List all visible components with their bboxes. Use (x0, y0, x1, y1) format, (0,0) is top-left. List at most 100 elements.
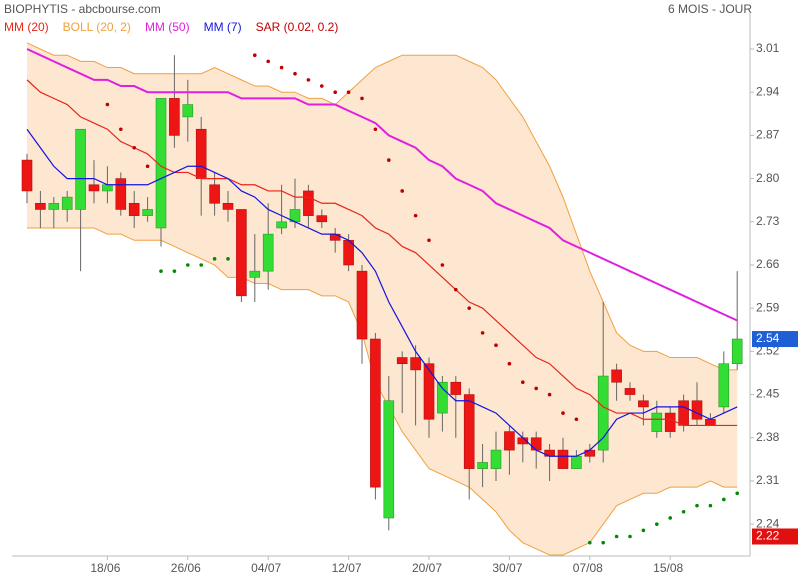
sar-dot (186, 263, 190, 267)
sar-dot (333, 90, 338, 95)
sar-dot (454, 287, 458, 292)
sar-dot (253, 53, 257, 57)
sar-dot (735, 491, 739, 496)
candle-body (262, 233, 274, 272)
sar-dot (279, 65, 284, 70)
sar-dot (628, 534, 632, 539)
candle-body (222, 202, 234, 210)
sar-dot (293, 71, 297, 76)
candle-body (155, 98, 167, 229)
sar-dot (212, 257, 217, 261)
y-tick-label: 2.24 (756, 516, 780, 530)
sar-dot (614, 534, 619, 539)
chart-subtitle: 6 MOIS - JOUR (668, 2, 752, 16)
y-tick-label: 2.73 (756, 214, 780, 228)
candle-body (638, 400, 649, 408)
x-tick-label: 20/07 (412, 561, 442, 575)
sar-dot (346, 90, 351, 95)
candle-body (276, 221, 287, 229)
sar-dot (145, 164, 150, 169)
sar-dot (320, 84, 324, 88)
y-tick-label: 2.66 (756, 257, 780, 271)
sar-dot (119, 127, 123, 132)
sar-dot (105, 102, 110, 107)
candle-body (437, 381, 448, 414)
candle-body (571, 455, 582, 469)
sar-dot (681, 510, 686, 514)
candle-body (584, 449, 596, 457)
candle-body (731, 338, 743, 365)
sar-dot (521, 380, 525, 385)
candle-body (128, 202, 140, 216)
sar-dot (159, 269, 163, 273)
candle-body (490, 449, 502, 469)
y-tick-label: 2.31 (756, 473, 780, 487)
candle-body (678, 400, 689, 426)
y-tick-label: 2.38 (756, 430, 780, 444)
legend-entry: MM (20) (4, 20, 49, 34)
x-tick-label: 04/07 (251, 561, 281, 575)
legend-entry: MM (7) (204, 20, 242, 34)
sar-dot (172, 269, 177, 273)
sar-dot (708, 503, 713, 508)
sar-dot (601, 540, 605, 545)
ma-line (26, 48, 738, 322)
price-tag-box (752, 331, 798, 348)
candle-body (423, 363, 435, 420)
candle-body (651, 412, 663, 432)
legend-entry: BOLL (20, 2) (63, 20, 131, 34)
price-tag-label: 2.54 (756, 331, 780, 345)
candle-body (664, 412, 676, 432)
y-tick-label: 2.45 (756, 387, 780, 401)
sar-dot (373, 127, 378, 132)
candle-body (249, 270, 261, 278)
candle-body (35, 202, 46, 210)
sar-dot (132, 145, 136, 150)
x-tick-label: 26/06 (171, 561, 201, 575)
candle-body (21, 159, 33, 192)
candle-body (557, 449, 569, 469)
sar-dot (574, 417, 579, 422)
sar-dot (467, 306, 472, 310)
candle-body (303, 190, 314, 216)
candle-body (88, 184, 100, 192)
candle-body (705, 418, 716, 426)
candle-body (383, 400, 395, 519)
sar-dot (588, 540, 592, 545)
x-tick-label: 15/08 (653, 561, 683, 575)
sar-dot (547, 392, 552, 397)
ma-line (26, 128, 738, 457)
candle-body (611, 369, 622, 383)
candle-body (48, 202, 60, 210)
sar-dot (413, 213, 418, 218)
sar-dot (534, 386, 538, 391)
candle-body (75, 128, 86, 210)
sar-dot (480, 331, 485, 335)
candle-body (102, 184, 113, 192)
band-line (27, 227, 738, 556)
sar-dot (427, 238, 431, 243)
candle-body (169, 98, 180, 136)
candle-body (624, 388, 636, 395)
candle-body (209, 184, 220, 204)
candle-body (718, 363, 730, 408)
sar-dot (655, 522, 659, 526)
y-tick-label: 2.80 (756, 171, 780, 185)
y-tick-label: 2.87 (756, 128, 780, 142)
band-line (26, 42, 738, 371)
sar-dot (668, 516, 672, 520)
candle-body (236, 209, 247, 297)
sar-dot (641, 528, 646, 533)
sar-dot (306, 78, 311, 82)
candle-body (691, 400, 703, 420)
sar-dot (226, 257, 230, 261)
sar-dot (507, 361, 512, 366)
candle-body (316, 215, 328, 223)
sar-dot (722, 497, 726, 502)
sar-dot (695, 503, 699, 508)
candle-body (61, 196, 73, 210)
sar-dot (494, 343, 498, 348)
candle-body (370, 338, 381, 488)
x-tick-label: 12/07 (332, 561, 362, 575)
